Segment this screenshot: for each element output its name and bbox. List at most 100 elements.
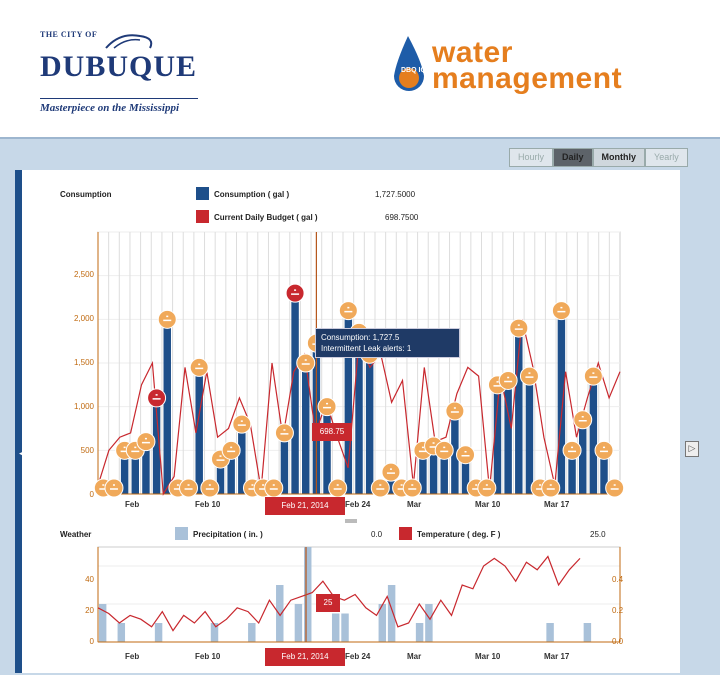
precipitation-bar xyxy=(583,623,592,642)
precipitation-bar xyxy=(294,604,303,642)
precipitation-bar xyxy=(331,613,340,642)
water-word: water xyxy=(432,36,513,69)
alert-marker xyxy=(434,440,454,460)
tab-yearly[interactable]: Yearly xyxy=(645,148,688,167)
faucet-icon xyxy=(386,468,395,474)
water-management-text: water management xyxy=(432,36,623,95)
faucet-icon xyxy=(610,484,619,490)
consumption-bar xyxy=(504,380,512,494)
alert-marker xyxy=(136,432,156,452)
consumption-bar xyxy=(323,406,331,494)
faucet-icon xyxy=(323,402,332,409)
legend-precip-value: 0.0 xyxy=(371,530,383,539)
faucet-icon xyxy=(269,484,278,490)
logo-rule xyxy=(40,98,198,99)
precipitation-bar xyxy=(387,585,396,642)
consumption-bar xyxy=(291,293,299,494)
alert-marker xyxy=(200,478,220,498)
legend-temp-swatch xyxy=(399,527,412,540)
consumption-bar xyxy=(365,354,374,494)
faucet-icon xyxy=(152,394,161,400)
chart-scroll-handle[interactable] xyxy=(345,519,357,523)
faucet-icon xyxy=(418,446,427,453)
y-tick: 2,000 xyxy=(73,314,94,323)
weather-y-left-tick: 40 xyxy=(85,575,94,584)
legend-budget-swatch xyxy=(196,210,209,223)
legend-budget-label: Current Daily Budget ( gal ) xyxy=(214,213,318,222)
consumption-section-label: Consumption xyxy=(60,190,112,199)
consumption-bar xyxy=(557,310,566,494)
legend-consumption-swatch xyxy=(196,187,209,200)
alert-marker xyxy=(296,353,316,373)
consumption-bar xyxy=(120,450,129,494)
water-management-logo: DBQ IQ water management xyxy=(388,34,628,100)
faucet-icon xyxy=(141,437,150,444)
alert-marker xyxy=(338,301,358,321)
management-word: management xyxy=(432,62,623,95)
alert-marker xyxy=(477,478,497,498)
faucet-icon xyxy=(291,289,300,295)
alert-marker xyxy=(456,445,476,465)
collapse-left-icon[interactable]: ◀ xyxy=(19,448,26,458)
alert-marker xyxy=(605,478,625,498)
alert-marker xyxy=(381,462,401,482)
legend-consumption-label: Consumption ( gal ) xyxy=(214,190,290,199)
next-arrow-icon[interactable]: ▷ xyxy=(685,441,699,457)
weather-y-right-tick: 0.2 xyxy=(612,606,624,615)
faucet-icon xyxy=(493,381,502,387)
alert-marker xyxy=(551,301,571,321)
faucet-icon xyxy=(482,484,491,490)
faucet-icon xyxy=(408,484,417,490)
consumption-bar xyxy=(387,472,395,494)
weather-y-right-tick: 0.4 xyxy=(612,575,624,584)
precipitation-bar xyxy=(276,585,284,642)
date-flag: Feb 21, 2014 xyxy=(265,497,345,515)
legend-temp-label: Temperature ( deg. F ) xyxy=(417,530,501,539)
consumption-bar xyxy=(600,450,608,494)
precipitation-bar xyxy=(378,604,387,642)
consumption-bar xyxy=(419,450,427,494)
consumption-bar xyxy=(152,397,161,494)
faucet-icon xyxy=(216,455,225,461)
consumption-bar xyxy=(429,445,438,494)
consumption-bar xyxy=(451,411,459,494)
consumption-bar xyxy=(461,454,470,494)
faucet-icon xyxy=(333,484,342,490)
y-tick: 2,500 xyxy=(73,270,94,279)
x-tick: Feb 10 xyxy=(195,500,221,509)
consumption-bar xyxy=(302,363,310,494)
alert-marker xyxy=(157,309,177,329)
faucet-icon xyxy=(600,446,609,453)
faucet-icon xyxy=(344,306,353,313)
alert-marker xyxy=(147,388,167,408)
faucet-icon xyxy=(301,359,310,365)
consumption-bar xyxy=(216,459,225,494)
city-tagline: Masterpiece on the Mississippi xyxy=(40,102,180,114)
x-tick: Mar 10 xyxy=(475,500,501,509)
city-of-dubuque-logo: THE CITY OF DUBUQUE Masterpiece on the M… xyxy=(38,28,203,114)
alert-marker xyxy=(445,401,465,421)
precipitation-bar xyxy=(425,604,433,642)
tab-monthly[interactable]: Monthly xyxy=(592,148,646,167)
consumption-tooltip: Consumption: 1,727.5 Intermittent Leak a… xyxy=(315,328,460,358)
faucet-icon xyxy=(195,363,204,370)
y-tick: 0 xyxy=(89,490,94,499)
budget-value-flag: 698.75 xyxy=(312,423,352,441)
alert-marker xyxy=(104,478,124,498)
tab-daily[interactable]: Daily xyxy=(553,148,593,167)
alert-marker xyxy=(594,440,614,460)
faucet-icon xyxy=(280,429,289,435)
faucet-icon xyxy=(163,315,172,322)
consumption-bar xyxy=(131,450,140,494)
weather-y-left-tick: 20 xyxy=(85,606,94,615)
weather-y-left-tick: 0 xyxy=(89,637,94,646)
x-tick: Feb 24 xyxy=(345,500,371,509)
weather-section-label: Weather xyxy=(60,530,92,539)
alert-marker xyxy=(498,370,518,390)
tooltip-line: Consumption: 1,727.5 xyxy=(321,333,400,342)
weather-x-tick: Mar 17 xyxy=(544,652,570,661)
tab-hourly[interactable]: Hourly xyxy=(509,148,554,167)
legend-budget-value: 698.7500 xyxy=(385,213,419,222)
